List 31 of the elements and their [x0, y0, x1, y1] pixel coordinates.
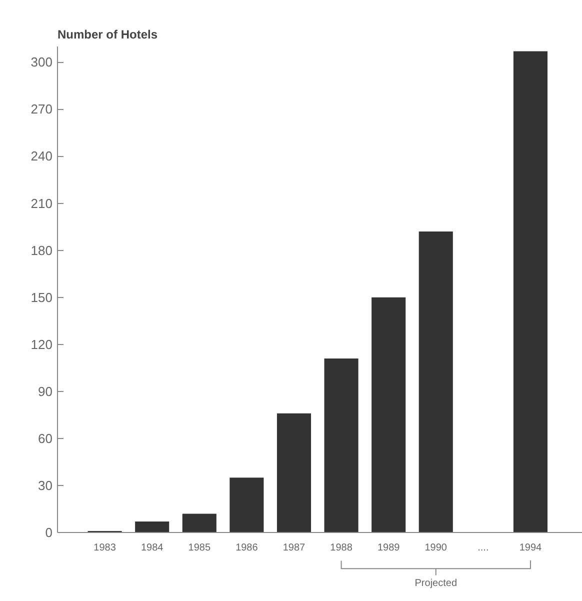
- x-tick-label: 1990: [424, 542, 448, 554]
- chart-title: Number of Hotels: [58, 28, 158, 42]
- x-tick-label: 1986: [236, 542, 258, 554]
- bar: [324, 358, 358, 533]
- y-tick-label: 120: [30, 336, 53, 352]
- bar: [513, 51, 548, 533]
- y-tick-label: 150: [30, 290, 53, 305]
- y-tick-label: 90: [38, 384, 53, 399]
- y-tick-label: 0: [45, 525, 53, 540]
- bar: [182, 514, 216, 533]
- bar: [418, 232, 453, 533]
- x-tick-label: 1988: [330, 542, 353, 554]
- y-tick-label: 240: [30, 148, 53, 164]
- bar: [135, 522, 170, 533]
- y-tick-label: 30: [38, 478, 53, 493]
- y-tick-label: 300: [30, 54, 53, 70]
- x-tick-label: 1983: [94, 542, 116, 554]
- bar: [276, 413, 312, 533]
- y-tick-label: 60: [38, 430, 53, 446]
- text: Projected: [414, 578, 458, 589]
- y-tick-label: 180: [30, 242, 53, 258]
- bar: [372, 297, 406, 533]
- y-tick-label: 210: [30, 196, 53, 211]
- bar: [230, 478, 264, 533]
- x-tick-label: 1985: [188, 542, 211, 554]
- x-tick-label: 1994: [519, 542, 542, 554]
- y-tick-label: 270: [30, 102, 53, 117]
- x-tick-label: 1989: [377, 542, 400, 554]
- x-tick-label: ....: [478, 542, 489, 554]
- x-tick-label: 1987: [282, 542, 306, 554]
- x-tick-label: 1984: [140, 542, 164, 554]
